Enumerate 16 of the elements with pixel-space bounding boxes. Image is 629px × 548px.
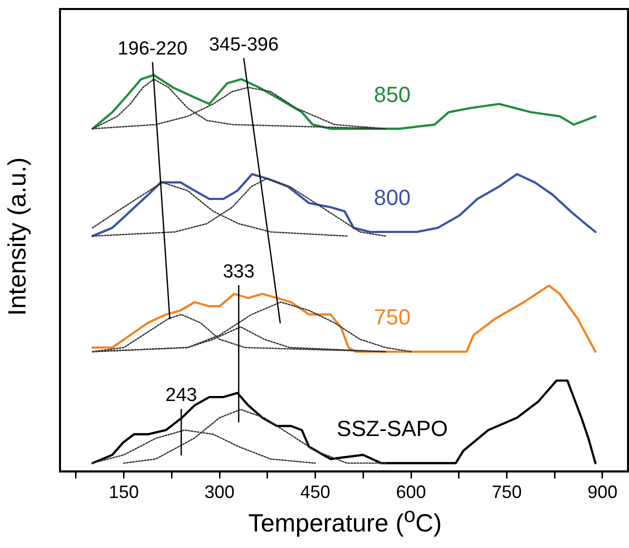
- annotation: 243: [165, 385, 198, 406]
- x-tick-label: 150: [108, 482, 139, 502]
- annotation: 333: [222, 261, 255, 282]
- x-tick-label: 450: [300, 482, 330, 502]
- series-label: 850: [374, 82, 411, 107]
- x-tick-label: 300: [204, 482, 235, 502]
- x-tick-label: 900: [587, 482, 618, 502]
- series-label: 800: [374, 185, 411, 210]
- annotation: 196-220: [118, 38, 188, 60]
- series-label: SSZ-SAPO: [336, 416, 448, 442]
- series-label: 750: [374, 304, 411, 330]
- annotation: 345-396: [208, 34, 279, 56]
- x-tick-label: 750: [492, 482, 522, 502]
- y-axis-title: Intensity (a.u.): [4, 156, 32, 318]
- x-tick-label: 600: [396, 482, 426, 502]
- x-axis-title: Temperature ($^{o}$C): [247, 504, 443, 538]
